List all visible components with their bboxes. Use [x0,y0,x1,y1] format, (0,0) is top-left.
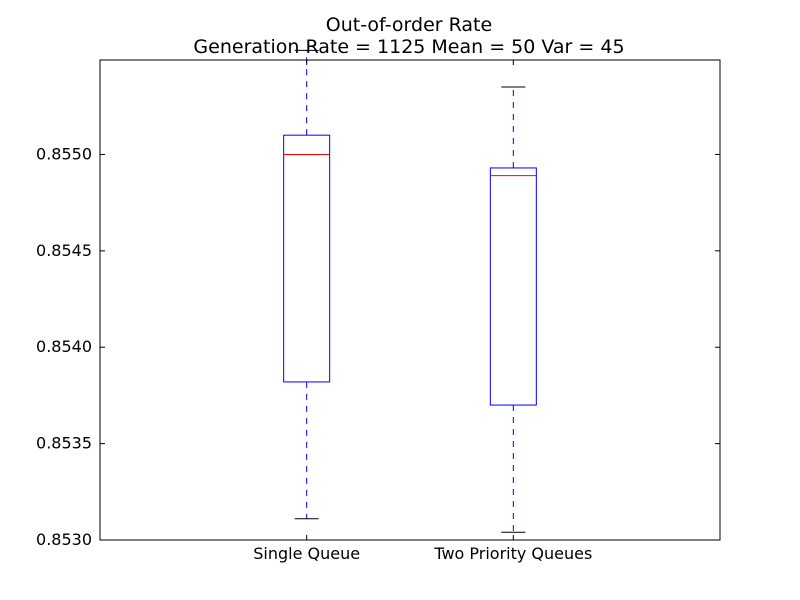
x-tick-label: Two Priority Queues [433,544,592,563]
iqr-box [489,167,537,406]
y-tick-label: 0.8550 [36,144,92,163]
y-tick-label: 0.8535 [36,434,92,453]
y-tick-label: 0.8545 [36,241,92,260]
chart-subtitle: Generation Rate = 1125 Mean = 50 Var = 4… [193,36,624,58]
y-tick-label: 0.8540 [36,337,92,356]
box-group [283,49,331,520]
plot-area-frame [99,59,721,541]
plot-marks [283,49,537,533]
axis-tick-labels: Single Queue Two Priority Queues 0.8530 0.8… [36,144,592,563]
chart-title: Out-of-order Rate [326,14,492,36]
iqr-box [283,134,331,383]
x-tick-label: Single Queue [253,544,360,563]
box-group [489,86,537,533]
axis-ticks [100,60,720,541]
y-tick-label: 0.8530 [36,530,92,549]
